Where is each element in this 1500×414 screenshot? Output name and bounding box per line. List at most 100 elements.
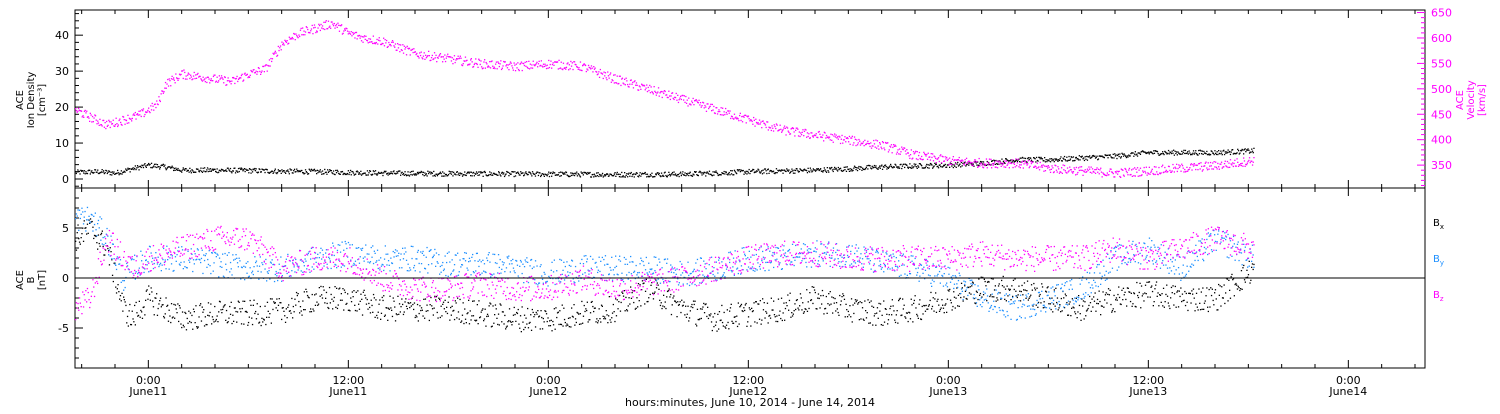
velocity-series-point (75, 108, 76, 109)
series-bx-point (136, 312, 137, 313)
velocity-series-point (596, 71, 597, 72)
velocity-series-point (1029, 166, 1030, 167)
series-bx-point (209, 315, 210, 316)
velocity-series-point (191, 76, 192, 77)
series-bx-point (239, 302, 240, 303)
velocity-series-point (830, 134, 831, 135)
series-bx-point (687, 306, 688, 307)
series-bx-point (623, 296, 624, 297)
series-bx-point (1249, 261, 1250, 262)
density-series-point (387, 173, 388, 174)
series-bx-point (430, 304, 431, 305)
velocity-series-point (1132, 176, 1133, 177)
series-bx-point (658, 289, 659, 290)
series-bx-point (1218, 284, 1219, 285)
velocity-series-point (172, 76, 173, 77)
series-bx-point (484, 318, 485, 319)
series-bx-point (147, 299, 148, 300)
density-series-point (1148, 152, 1149, 153)
velocity-series-point (1005, 167, 1006, 168)
velocity-series-point (1169, 166, 1170, 167)
velocity-series-point (1178, 164, 1179, 165)
velocity-series-point (130, 119, 131, 120)
density-series-point (701, 172, 702, 173)
density-series-point (436, 174, 437, 175)
density-series-point (112, 171, 113, 172)
velocity-series-point (1204, 165, 1205, 166)
density-series-point (477, 175, 478, 176)
velocity-series-point (303, 31, 304, 32)
series-bx-point (198, 316, 199, 317)
velocity-series-point (170, 85, 171, 86)
density-series-point (645, 174, 646, 175)
velocity-series-point (1155, 166, 1156, 167)
velocity-series-point (799, 131, 800, 132)
series-bx-point (191, 322, 192, 323)
series-bx-point (154, 314, 155, 315)
series-bx-point (518, 309, 519, 310)
velocity-series-point (1166, 170, 1167, 171)
velocity-series-point (1138, 176, 1139, 177)
velocity-series-point (544, 66, 545, 67)
series-bx-point (779, 315, 780, 316)
velocity-series-point (958, 159, 959, 160)
density-series-point (485, 172, 486, 173)
velocity-series-point (1217, 163, 1218, 164)
density-series-point (793, 173, 794, 174)
series-bx-point (1060, 311, 1061, 312)
series-bx-point (117, 288, 118, 289)
series-bx-point (1051, 298, 1052, 299)
velocity-series-point (436, 61, 437, 62)
density-series-point (794, 173, 795, 174)
velocity-series-point (1210, 162, 1211, 163)
velocity-series-point (657, 91, 658, 92)
velocity-series-point (900, 151, 901, 152)
velocity-series-point (101, 124, 102, 125)
series-bx-point (590, 312, 591, 313)
density-series-point (319, 171, 320, 172)
velocity-series-point (765, 124, 766, 125)
series-bx-point (748, 316, 749, 317)
density-series-point (657, 172, 658, 173)
series-bx-point (416, 316, 417, 317)
density-series-point (1023, 158, 1024, 159)
series-bx-point (1183, 300, 1184, 301)
velocity-series-point (322, 25, 323, 26)
series-bx-point (325, 298, 326, 299)
velocity-series-point (934, 156, 935, 157)
series-bx-point (168, 321, 169, 322)
series-bx-point (533, 316, 534, 317)
velocity-series-point (972, 162, 973, 163)
series-bx-point (458, 311, 459, 312)
density-series-point (613, 175, 614, 176)
series-bx-point (644, 303, 645, 304)
series-bx-point (1082, 305, 1083, 306)
density-series-point (1044, 157, 1045, 158)
velocity-series-point (794, 135, 795, 136)
series-bx-point (505, 328, 506, 329)
density-series-point (1187, 151, 1188, 152)
density-series-point (234, 168, 235, 169)
density-series-point (926, 164, 927, 165)
series-bx-point (131, 324, 132, 325)
series-bx-point (539, 316, 540, 317)
velocity-series-point (875, 147, 876, 148)
velocity-series-point (580, 61, 581, 62)
velocity-series-point (1134, 167, 1135, 168)
velocity-series-point (178, 78, 179, 79)
density-series-point (578, 174, 579, 175)
velocity-series-point (611, 82, 612, 83)
series-bx-point (281, 319, 282, 320)
density-series-point (875, 165, 876, 166)
series-bx-point (316, 293, 317, 294)
velocity-series-point (618, 83, 619, 84)
velocity-series-point (593, 66, 594, 67)
velocity-series-point (516, 64, 517, 65)
velocity-series-point (1006, 161, 1007, 162)
velocity-series-point (259, 71, 260, 72)
velocity-series-point (561, 62, 562, 63)
velocity-series-point (1215, 162, 1216, 163)
velocity-series-point (1172, 170, 1173, 171)
series-bx-point (498, 314, 499, 315)
density-series-point (629, 176, 630, 177)
